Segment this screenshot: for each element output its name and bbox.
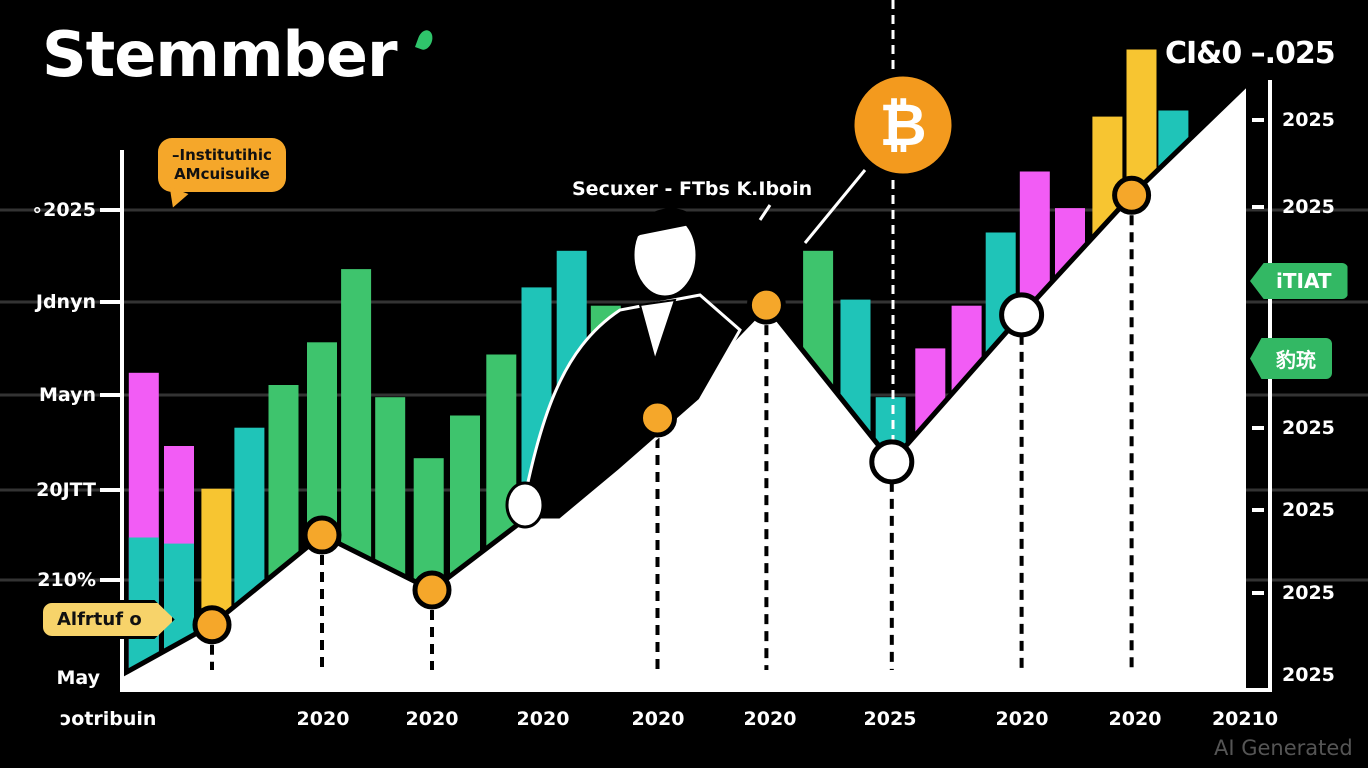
x-tick-label: 2020 [995, 708, 1049, 730]
bitcoin-symbol-icon: ₿ [879, 91, 926, 159]
y-tick-label: Jdnyn [35, 291, 96, 313]
right-tick-label: 2025 [1282, 417, 1335, 439]
data-point-marker [746, 285, 786, 325]
person-shirt [638, 298, 677, 364]
y-tick-label: Mayn [38, 384, 96, 406]
legend-pill-2: 豹珫 [1250, 338, 1332, 379]
right-tick-label: 2025 [1282, 109, 1335, 131]
data-point-marker [192, 605, 232, 645]
person-body [518, 293, 742, 522]
bitcoin-coin-icon [851, 73, 955, 177]
x-tick-label: 2020 [631, 708, 685, 730]
x-tick-label: 2020 [516, 708, 570, 730]
data-point-marker [638, 398, 677, 438]
callout-line-2: AMcuisuike [174, 165, 270, 183]
x-tick-label: 2020 [1108, 708, 1162, 730]
data-point-marker [999, 292, 1045, 338]
right-tick-label: 2025 [1282, 664, 1335, 686]
pointer-line [758, 204, 772, 221]
pointer-line [803, 169, 867, 244]
callout-bubble: –Institutihic AMcuisuike [158, 138, 286, 192]
right-tick-label: 2025 [1282, 196, 1335, 218]
callout-line-1: –Institutihic [172, 146, 272, 164]
x-tick-label: 2025 [863, 708, 917, 730]
person-hand [505, 481, 545, 529]
data-point-marker [869, 439, 915, 485]
y-tick-label: May [56, 667, 100, 689]
right-tick-label: 2025 [1282, 499, 1335, 521]
chart-title: Stemmber [42, 18, 398, 91]
x-tick-label: 2020 [743, 708, 797, 730]
legend-pill-1: iTIAT [1250, 263, 1348, 299]
y-tick-label: 20JTT [36, 479, 96, 501]
chart-subtitle: Secuxer - FTbs K.Iboin [572, 178, 813, 200]
annotation-tag: Alfrtuf o [40, 600, 175, 639]
data-point-marker [412, 570, 452, 610]
x-tick-label: 2020 [405, 708, 459, 730]
area-fill [121, 84, 1246, 690]
watermark: AI Generated [1214, 736, 1353, 760]
data-point-marker [302, 515, 342, 555]
data-point-marker [1112, 175, 1152, 215]
y-tick-label: ∘2025 [31, 199, 96, 221]
y-tick-label: 210% [37, 569, 96, 591]
x-tick-label: 20210 [1211, 708, 1279, 730]
person-hair [632, 208, 705, 240]
corner-label: CI&0 –.025 [1165, 36, 1336, 71]
right-tick-label: 2025 [1282, 582, 1335, 604]
x-tick-label: 2020 [296, 708, 350, 730]
x-axis-label: ɔotribuin [60, 708, 157, 730]
